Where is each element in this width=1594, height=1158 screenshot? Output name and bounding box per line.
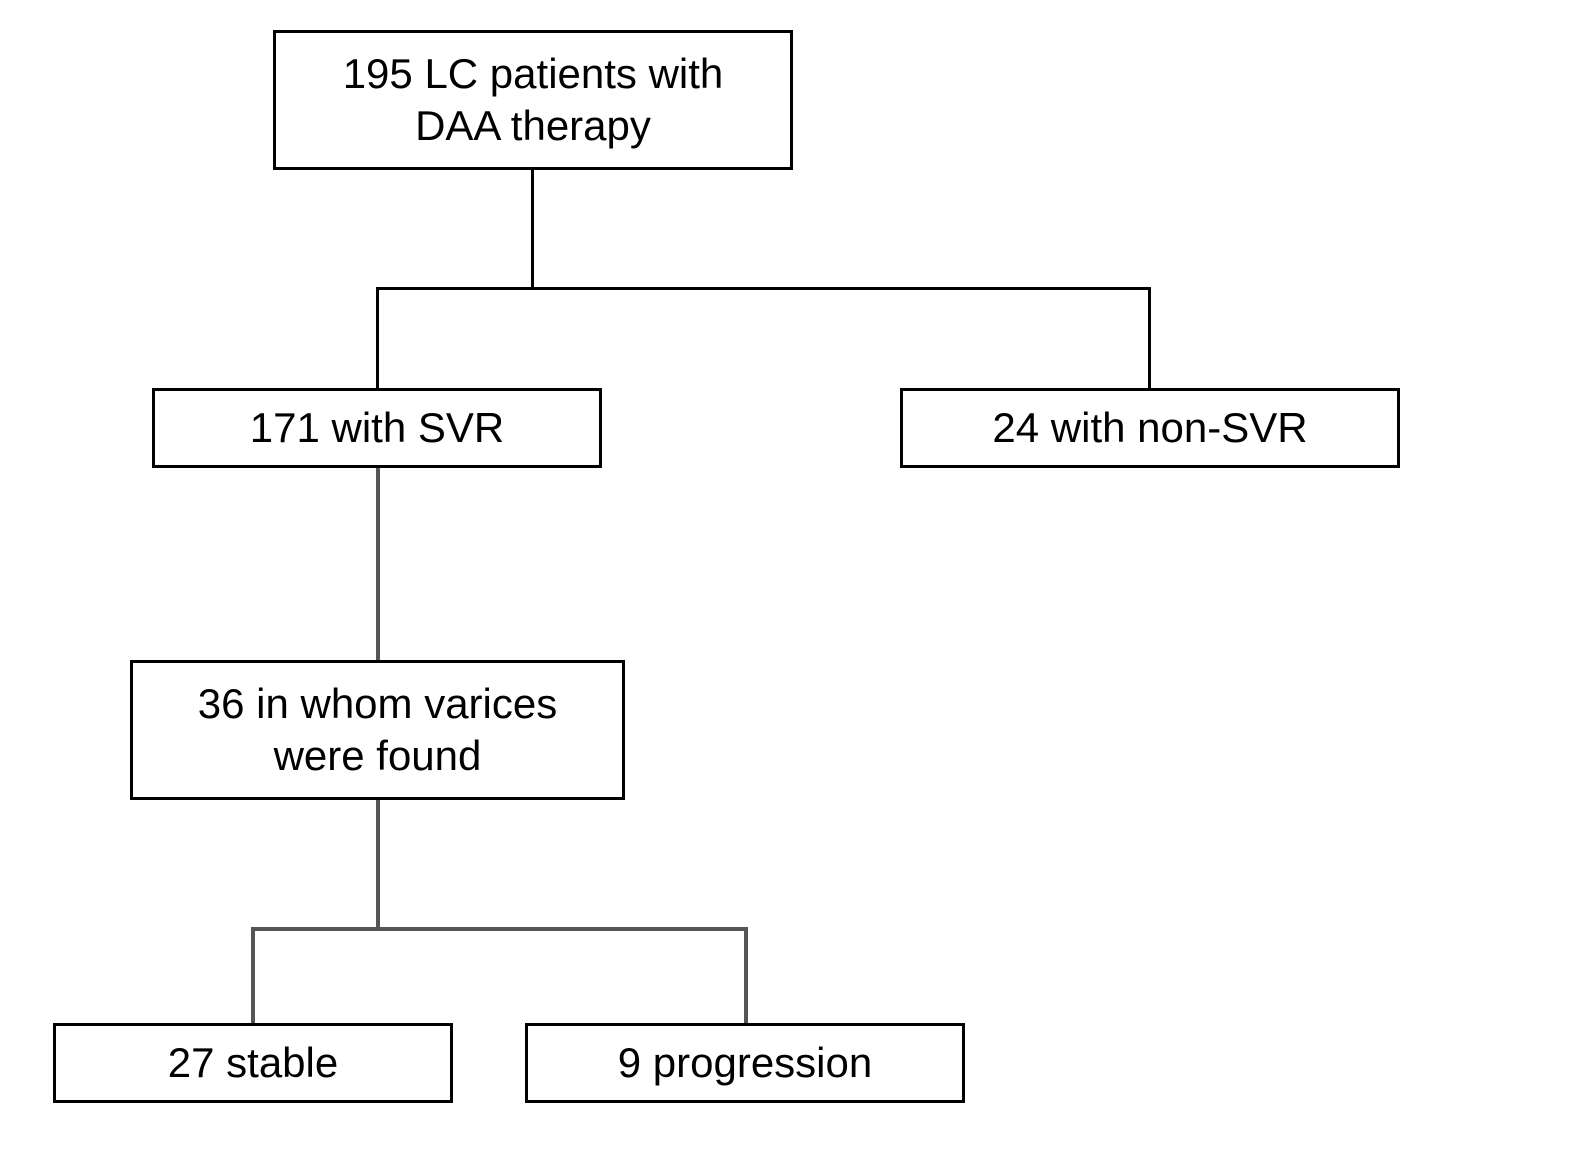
node-stable: 27 stable bbox=[53, 1023, 453, 1103]
flowchart-container: 195 LC patients withDAA therapy 171 with… bbox=[0, 0, 1594, 1158]
node-svr-label: 171 with SVR bbox=[250, 402, 504, 455]
node-progression: 9 progression bbox=[525, 1023, 965, 1103]
node-varices: 36 in whom variceswere found bbox=[130, 660, 625, 800]
edge-to-nonsvr-vertical bbox=[1148, 287, 1151, 388]
edge-svr-to-varices bbox=[376, 468, 380, 660]
node-progression-label: 9 progression bbox=[618, 1037, 872, 1090]
edge-to-svr-vertical bbox=[376, 287, 379, 388]
node-root: 195 LC patients withDAA therapy bbox=[273, 30, 793, 170]
edge-to-stable bbox=[251, 927, 255, 1023]
edge-to-progression bbox=[744, 927, 748, 1023]
node-varices-label: 36 in whom variceswere found bbox=[198, 678, 557, 783]
node-svr: 171 with SVR bbox=[152, 388, 602, 468]
node-nonsvr: 24 with non-SVR bbox=[900, 388, 1400, 468]
edge-root-down bbox=[531, 170, 534, 290]
node-stable-label: 27 stable bbox=[168, 1037, 338, 1090]
edge-varices-down bbox=[376, 800, 380, 930]
node-root-label: 195 LC patients withDAA therapy bbox=[343, 48, 724, 153]
edge-root-branch-horizontal bbox=[531, 287, 1151, 290]
node-nonsvr-label: 24 with non-SVR bbox=[992, 402, 1307, 455]
edge-varices-split-horizontal bbox=[251, 927, 748, 931]
edge-root-branch-horizontal-left bbox=[376, 287, 534, 290]
